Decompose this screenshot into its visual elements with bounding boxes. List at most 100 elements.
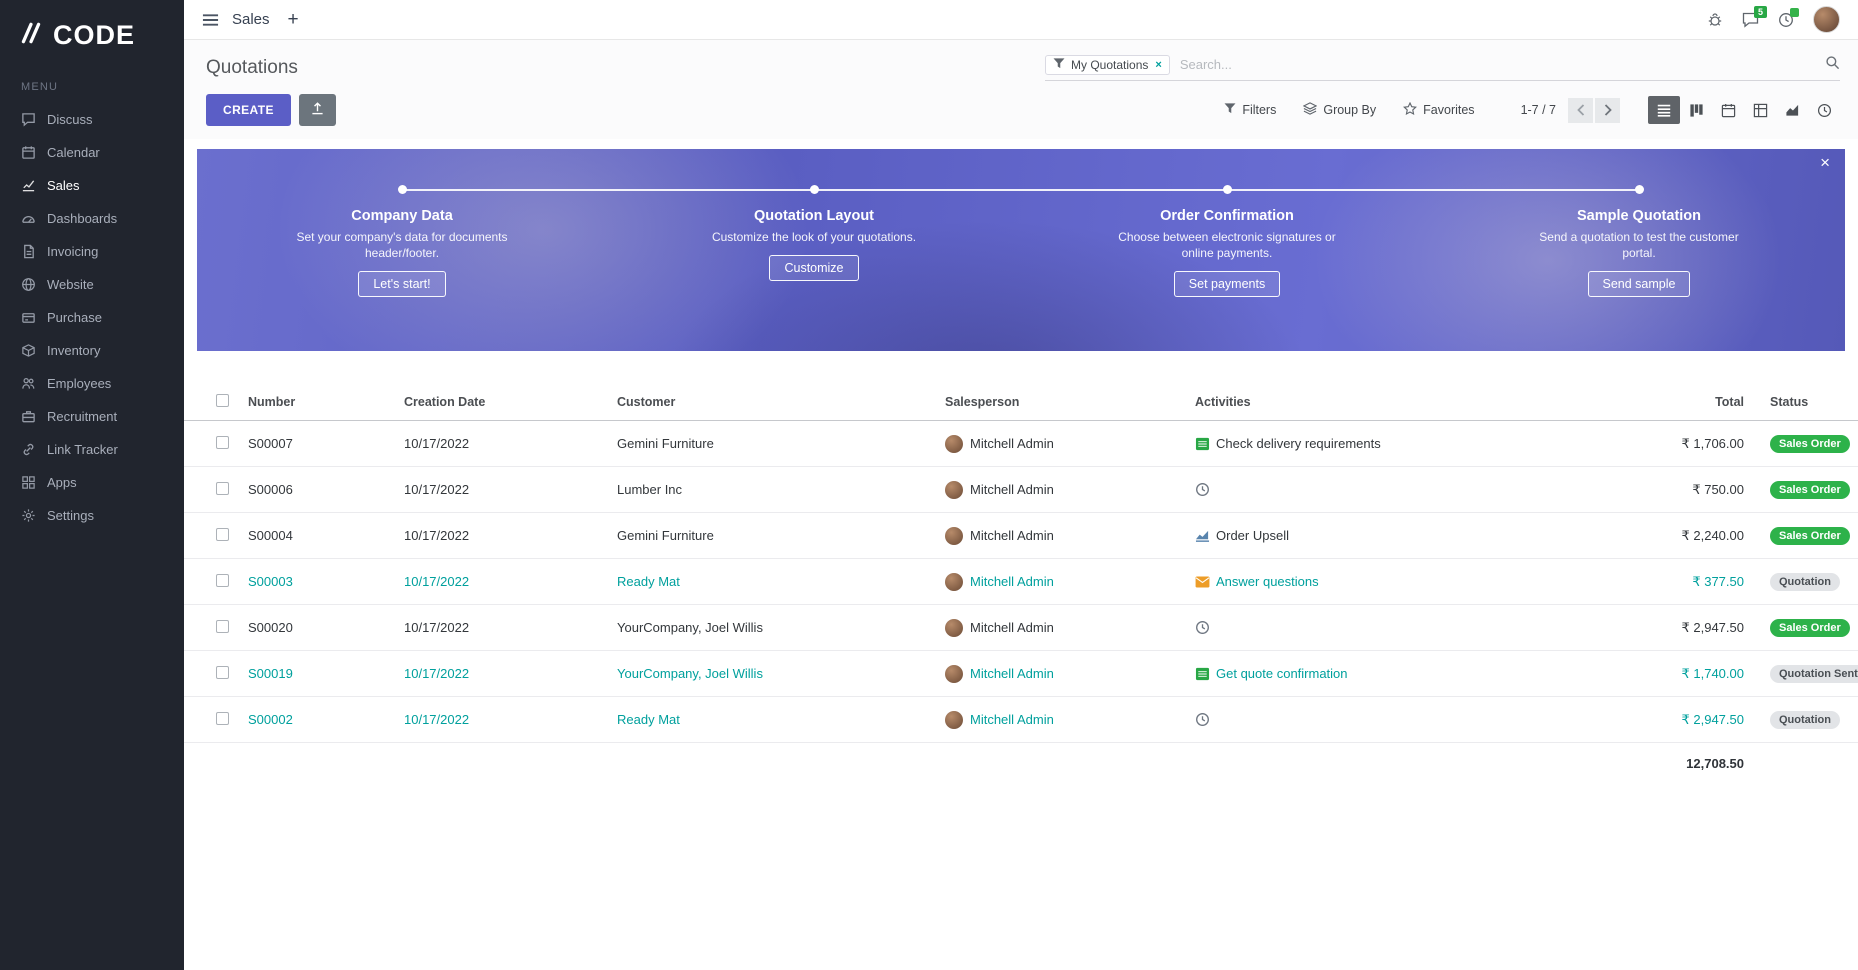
row-checkbox[interactable] xyxy=(216,619,229,633)
export-button[interactable] xyxy=(298,94,336,126)
new-tab-plus-icon[interactable]: + xyxy=(287,9,299,30)
table-row[interactable]: S00007 10/17/2022 Gemini Furniture Mitch… xyxy=(184,421,1858,467)
activity-cell[interactable]: Check delivery requirements xyxy=(1195,436,1616,451)
lets-start-button[interactable]: Let's start! xyxy=(358,271,446,298)
set-payments-button[interactable]: Set payments xyxy=(1173,271,1281,298)
user-avatar[interactable] xyxy=(1813,6,1840,33)
activity-view-button[interactable] xyxy=(1808,96,1840,124)
facet-remove-icon[interactable]: × xyxy=(1155,58,1162,71)
row-checkbox[interactable] xyxy=(216,527,229,541)
active-app-name[interactable]: Sales xyxy=(232,11,270,28)
pivot-view-button[interactable] xyxy=(1744,96,1776,124)
sidebar-item-purchase[interactable]: Purchase xyxy=(0,301,184,334)
send-sample-button[interactable]: Send sample xyxy=(1587,271,1691,298)
sidebar-item-recruitment[interactable]: Recruitment xyxy=(0,400,184,433)
sidebar-item-sales[interactable]: Sales xyxy=(0,169,184,202)
search-facet-chip[interactable]: My Quotations × xyxy=(1045,54,1170,75)
customer-name: Gemini Furniture xyxy=(617,528,714,543)
onboarding-progress-line xyxy=(402,189,1639,191)
sidebar-item-link-tracker[interactable]: Link Tracker xyxy=(0,433,184,466)
envelope-icon xyxy=(1195,575,1210,588)
activity-cell[interactable]: Answer questions xyxy=(1195,574,1616,589)
hamburger-menu-icon[interactable] xyxy=(202,13,219,27)
column-header-status[interactable]: Status xyxy=(1770,394,1809,409)
activity-cell[interactable]: Get quote confirmation xyxy=(1195,666,1616,681)
step-dot xyxy=(1634,185,1644,194)
clock-icon xyxy=(1195,620,1210,635)
globe-icon xyxy=(21,277,36,292)
sidebar-item-calendar[interactable]: Calendar xyxy=(0,136,184,169)
activity-cell[interactable] xyxy=(1195,482,1616,497)
group-by-button[interactable]: Group By xyxy=(1303,102,1376,118)
status-badge: Sales Order xyxy=(1770,526,1850,545)
salesperson-avatar xyxy=(945,480,963,499)
activity-cell[interactable] xyxy=(1195,712,1616,727)
sidebar-item-website[interactable]: Website xyxy=(0,268,184,301)
sidebar-item-employees[interactable]: Employees xyxy=(0,367,184,400)
activity-label: Get quote confirmation xyxy=(1216,666,1348,681)
sidebar-item-dashboards[interactable]: Dashboards xyxy=(0,202,184,235)
sidebar-item-settings[interactable]: Settings xyxy=(0,499,184,532)
table-row[interactable]: S00006 10/17/2022 Lumber Inc Mitchell Ad… xyxy=(184,467,1858,513)
table-row[interactable]: S00002 10/17/2022 Ready Mat Mitchell Adm… xyxy=(184,697,1858,743)
control-panel: Quotations My Quotations × CREATE xyxy=(184,40,1858,139)
activities-clock-icon[interactable] xyxy=(1778,7,1799,28)
filters-button[interactable]: Filters xyxy=(1224,103,1276,117)
graph-view-button[interactable] xyxy=(1776,96,1808,124)
banner-close-icon[interactable]: × xyxy=(1820,153,1830,172)
column-header-activities[interactable]: Activities xyxy=(1195,394,1251,409)
menu-section-label: MENU xyxy=(21,81,59,93)
row-checkbox[interactable] xyxy=(216,481,229,495)
salesperson-avatar xyxy=(945,618,963,637)
activity-cell[interactable] xyxy=(1195,620,1616,635)
salesperson-avatar xyxy=(945,526,963,545)
sidebar-item-inventory[interactable]: Inventory xyxy=(0,334,184,367)
calendar-view-button[interactable] xyxy=(1712,96,1744,124)
row-checkbox[interactable] xyxy=(216,665,229,679)
sidebar-item-label: Recruitment xyxy=(47,409,118,424)
row-checkbox[interactable] xyxy=(216,435,229,449)
search-icon[interactable] xyxy=(1825,55,1840,75)
sidebar-item-label: Employees xyxy=(47,376,112,391)
salesperson-cell: Mitchell Admin xyxy=(945,618,1195,637)
table-row[interactable]: S00019 10/17/2022 YourCompany, Joel Will… xyxy=(184,651,1858,697)
salesperson-name: Mitchell Admin xyxy=(970,574,1054,589)
column-header-total[interactable]: Total xyxy=(1715,394,1744,409)
sidebar-item-discuss[interactable]: Discuss xyxy=(0,103,184,136)
creation-date: 10/17/2022 xyxy=(404,620,470,635)
people-icon xyxy=(21,376,36,391)
column-header-creation-date[interactable]: Creation Date xyxy=(404,394,486,409)
debug-bug-icon[interactable] xyxy=(1707,12,1723,28)
create-button[interactable]: CREATE xyxy=(206,94,291,126)
column-header-number[interactable]: Number xyxy=(248,394,296,409)
star-icon xyxy=(1403,101,1418,118)
column-header-salesperson[interactable]: Salesperson xyxy=(945,394,1020,409)
favorites-button[interactable]: Favorites xyxy=(1403,101,1475,118)
pager-next-button[interactable] xyxy=(1595,97,1620,123)
row-checkbox[interactable] xyxy=(216,711,229,725)
table-header-row: Number Creation Date Customer Salesperso… xyxy=(184,383,1858,421)
pager-prev-button[interactable] xyxy=(1568,97,1593,123)
box-icon xyxy=(21,343,36,358)
sidebar: CODE MENU Discuss Calendar Sales Dashboa… xyxy=(0,0,184,970)
step-title: Sample Quotation xyxy=(1576,208,1702,224)
activity-cell[interactable]: Order Upsell xyxy=(1195,528,1616,543)
table-row[interactable]: S00020 10/17/2022 YourCompany, Joel Will… xyxy=(184,605,1858,651)
table-row[interactable]: S00003 10/17/2022 Ready Mat Mitchell Adm… xyxy=(184,559,1858,605)
total-amount: ₹ 2,947.50 xyxy=(1681,711,1745,727)
search-input[interactable] xyxy=(1169,54,1825,75)
select-all-checkbox[interactable] xyxy=(216,393,229,407)
sidebar-nav: Discuss Calendar Sales Dashboards Invoic… xyxy=(0,103,184,532)
customize-button[interactable]: Customize xyxy=(769,255,859,282)
row-checkbox[interactable] xyxy=(216,573,229,587)
sidebar-item-apps[interactable]: Apps xyxy=(0,466,184,499)
table-row[interactable]: S00004 10/17/2022 Gemini Furniture Mitch… xyxy=(184,513,1858,559)
list-view-button[interactable] xyxy=(1648,96,1680,124)
step-dot xyxy=(397,185,407,194)
kanban-view-button[interactable] xyxy=(1680,96,1712,124)
funnel-icon xyxy=(1053,57,1065,72)
sidebar-item-invoicing[interactable]: Invoicing xyxy=(0,235,184,268)
column-header-customer[interactable]: Customer xyxy=(617,394,676,409)
messages-icon[interactable]: 5 xyxy=(1742,5,1767,28)
